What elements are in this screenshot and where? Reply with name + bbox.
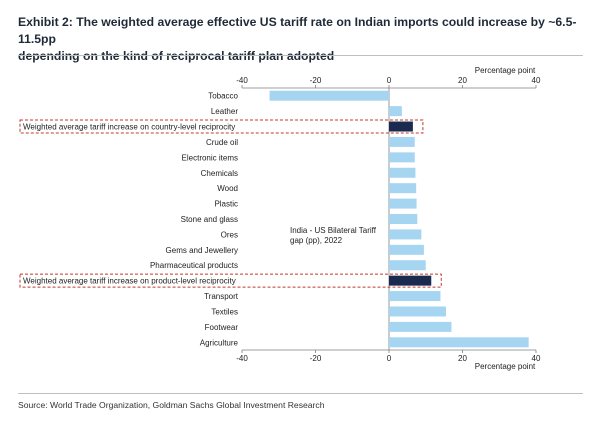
x-tick-label-top: 20 — [458, 76, 467, 85]
category-label: Transport — [204, 292, 239, 301]
category-label: Footwear — [205, 323, 239, 332]
chart-title-line1: Exhibit 2: The weighted average effectiv… — [18, 15, 577, 46]
bar — [389, 229, 422, 240]
category-label: Leather — [211, 107, 238, 116]
highlight-bar — [389, 121, 413, 132]
top-divider — [18, 55, 583, 56]
highlight-box — [19, 119, 424, 134]
bar — [389, 337, 529, 348]
bar — [389, 244, 424, 255]
category-label: Weighted average tariff increase on prod… — [23, 277, 236, 286]
bar — [389, 306, 446, 317]
bar — [389, 183, 417, 194]
bar-chart: Percentage point Percentage point -40-40… — [19, 66, 541, 371]
category-label: Plastic — [214, 200, 238, 209]
category-label: Wood — [217, 184, 238, 193]
source-note: Source: World Trade Organization, Goldma… — [18, 400, 325, 410]
chart-annotation-line2: gap (pp), 2022 — [290, 236, 343, 245]
x-axis-label-bottom: Percentage point — [475, 362, 536, 371]
x-axis-label-top: Percentage point — [475, 66, 536, 75]
bar — [389, 260, 426, 271]
x-tick-label-bottom: 0 — [387, 354, 392, 363]
category-label: Crude oil — [206, 138, 238, 147]
chart-annotation-line1: India - US Bilateral Tariff — [290, 226, 377, 235]
chart-title: Exhibit 2: The weighted average effectiv… — [18, 14, 588, 65]
x-tick-label-bottom: -20 — [310, 354, 322, 363]
bar — [389, 136, 415, 147]
x-tick-label-bottom: 40 — [532, 354, 541, 363]
highlight-box — [19, 273, 442, 288]
bar — [389, 106, 402, 117]
category-label: Chemicals — [201, 169, 238, 178]
x-tick-label-top: -20 — [310, 76, 322, 85]
category-label: Agriculture — [200, 338, 239, 347]
x-tick-label-top: 0 — [387, 76, 392, 85]
category-label: Gems and Jewellery — [166, 246, 238, 255]
category-label: Pharmaceutical products — [150, 261, 238, 270]
bar — [389, 198, 417, 209]
x-tick-label-bottom: -40 — [236, 354, 248, 363]
x-tick-label-top: 40 — [532, 76, 541, 85]
chart-title-line2: depending on the kind of reciprocal tari… — [18, 49, 335, 63]
bar — [389, 321, 452, 332]
x-tick-label-bottom: 20 — [458, 354, 467, 363]
bar — [389, 167, 416, 178]
x-tick-label-top: -40 — [236, 76, 248, 85]
highlight-bar — [389, 275, 432, 286]
bar — [389, 152, 415, 163]
category-label: Electronic items — [182, 153, 238, 162]
bar — [389, 214, 418, 224]
bar — [269, 90, 389, 101]
category-label: Ores — [221, 230, 238, 239]
axis-layer: -40 -40 -20 -20 0 0 20 20 40 40 — [236, 76, 541, 363]
category-label: Weighted average tariff increase on coun… — [23, 123, 235, 132]
bar — [389, 291, 441, 302]
category-label: Stone and glass — [181, 215, 238, 224]
category-label: Tobacco — [208, 92, 238, 101]
category-label: Textiles — [211, 307, 238, 316]
category-labels-layer: Tobacco Leather Weighted average tariff in… — [19, 92, 442, 347]
bottom-divider — [18, 393, 583, 394]
bars-layer — [269, 90, 529, 348]
